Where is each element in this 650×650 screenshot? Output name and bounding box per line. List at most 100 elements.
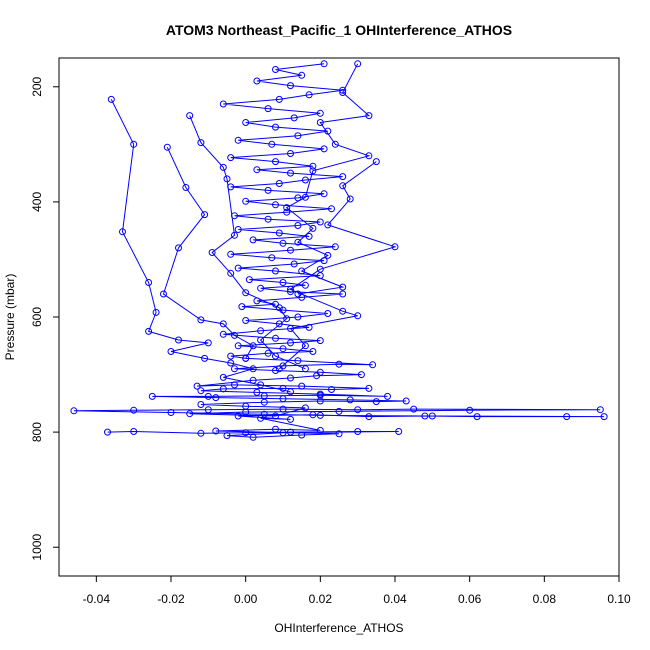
data-point xyxy=(279,429,287,437)
data-point xyxy=(272,412,279,420)
data-point xyxy=(197,401,205,408)
data-point xyxy=(309,348,317,355)
data-point xyxy=(268,254,276,262)
series-line xyxy=(162,146,254,359)
series xyxy=(283,60,373,298)
data-point xyxy=(130,406,138,414)
data-point xyxy=(186,410,194,418)
data-point xyxy=(301,342,309,350)
data-point xyxy=(279,384,287,392)
data-point xyxy=(320,190,328,198)
data-point xyxy=(272,123,279,131)
data-point xyxy=(249,236,257,244)
data-point xyxy=(290,114,298,122)
data-point xyxy=(287,285,294,293)
data-point xyxy=(287,288,294,296)
data-point xyxy=(227,269,235,277)
x-tick-label: 0.04 xyxy=(383,592,407,606)
data-point xyxy=(242,289,250,297)
series xyxy=(275,158,399,373)
data-point xyxy=(152,308,160,316)
data-point xyxy=(231,381,238,389)
data-point xyxy=(354,406,362,414)
data-point xyxy=(272,334,279,342)
data-point xyxy=(287,428,294,436)
data-point xyxy=(421,412,429,420)
data-point xyxy=(339,290,347,298)
data-point xyxy=(287,325,294,332)
data-point xyxy=(316,119,324,126)
data-point xyxy=(473,413,481,421)
data-point xyxy=(339,283,347,291)
data-point xyxy=(324,251,332,259)
data-point xyxy=(260,392,268,400)
data-point xyxy=(238,303,246,311)
data-point xyxy=(324,310,332,317)
data-point xyxy=(354,428,362,435)
data-point xyxy=(279,345,287,353)
data-point xyxy=(331,140,339,148)
data-point xyxy=(257,381,265,389)
plot-frame xyxy=(58,57,620,577)
data-point xyxy=(316,109,324,117)
data-point xyxy=(219,385,227,393)
x-axis: -0.04 -0.02 0.00 0.02 0.04 0.06 0.08 0.10 xyxy=(83,575,631,606)
data-point xyxy=(242,429,250,437)
data-point xyxy=(197,429,205,437)
data-point xyxy=(234,264,242,272)
chart-title: ATOM3 Northeast_Pacific_1 OHInterference… xyxy=(166,22,512,38)
data-point xyxy=(357,371,365,379)
data-point xyxy=(204,339,212,347)
data-point xyxy=(272,425,279,433)
x-tick-label: -0.02 xyxy=(157,592,185,606)
data-point xyxy=(227,154,235,162)
data-point xyxy=(242,197,250,205)
data-point xyxy=(316,368,324,376)
data-point xyxy=(275,365,283,373)
data-point xyxy=(283,315,291,323)
data-point xyxy=(219,320,227,328)
x-tick-label: 0.06 xyxy=(458,592,482,606)
data-point xyxy=(119,228,126,236)
data-point xyxy=(231,231,238,239)
data-point xyxy=(272,158,279,166)
data-point xyxy=(287,388,294,396)
data-point xyxy=(290,260,298,268)
data-point xyxy=(298,431,306,439)
data-point xyxy=(354,312,362,320)
data-point xyxy=(130,428,138,435)
data-point xyxy=(287,415,294,423)
data-point xyxy=(600,413,608,421)
y-tick-label: 200 xyxy=(30,76,44,96)
data-point xyxy=(391,243,399,251)
y-tick-label: 800 xyxy=(30,422,44,442)
data-point xyxy=(257,414,265,422)
data-point xyxy=(223,432,231,440)
data-point xyxy=(466,406,474,414)
series xyxy=(70,60,608,441)
data-point xyxy=(283,204,291,212)
data-point xyxy=(219,330,227,338)
data-point xyxy=(316,265,324,273)
data-point xyxy=(167,348,175,355)
data-point xyxy=(70,407,78,415)
data-point xyxy=(234,136,242,144)
data-point xyxy=(316,426,324,434)
data-point xyxy=(275,304,283,312)
data-point xyxy=(242,402,250,410)
data-point xyxy=(275,95,283,103)
data-point xyxy=(231,331,238,339)
data-point xyxy=(365,112,373,120)
data-point xyxy=(301,193,309,201)
data-point xyxy=(182,184,190,191)
x-axis-label: OHInterference_ATHOS xyxy=(274,621,403,635)
data-point xyxy=(301,281,309,289)
data-point xyxy=(339,307,347,315)
y-tick-label: 1000 xyxy=(30,534,44,561)
y-tick-label: 400 xyxy=(30,192,44,212)
data-point xyxy=(253,166,261,174)
data-point xyxy=(298,382,306,390)
x-tick-label: 0.00 xyxy=(234,592,258,606)
data-point xyxy=(167,409,175,416)
